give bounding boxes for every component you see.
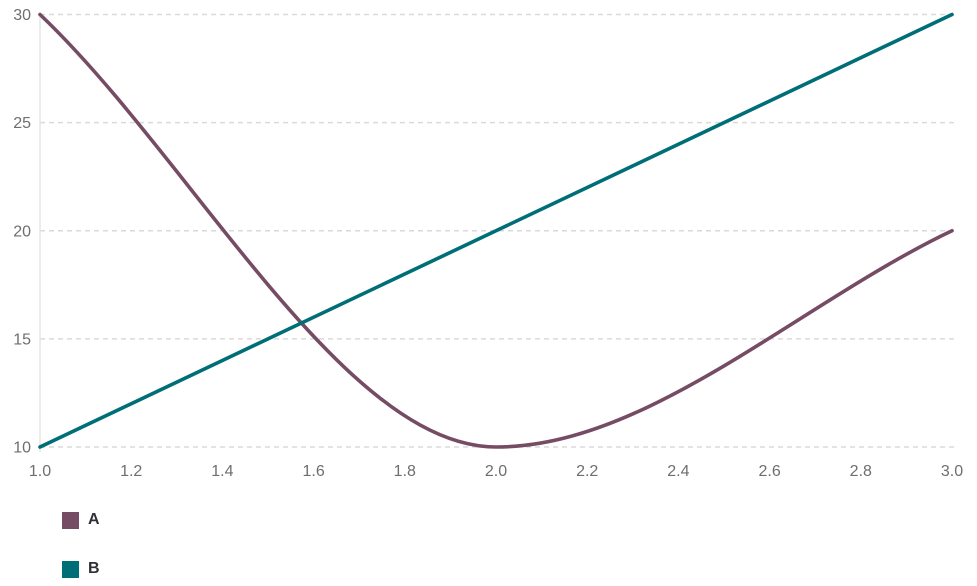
x-tick-label: 1.8 [394,463,416,480]
x-tick-label: 2.6 [758,463,780,480]
y-tick-label: 25 [13,115,31,132]
series-line-a [38,12,954,449]
x-tick-label: 2.8 [850,463,872,480]
legend-item-b[interactable]: B [62,560,100,578]
x-tick-label: 1.2 [120,463,142,480]
x-tick-label: 3.0 [941,463,963,480]
x-tick-label: 2.0 [485,463,507,480]
legend-swatch-a [62,511,79,529]
series-line-b [38,12,954,449]
legend-label-a: A [88,511,100,528]
y-tick-label: 20 [13,223,31,240]
legend-swatch-b [62,560,79,578]
legend-item-a[interactable]: A [62,511,100,529]
legend: A B [62,511,100,578]
y-tick-label: 15 [13,331,31,348]
y-tick-label: 30 [13,7,31,24]
y-tick-label: 10 [13,440,31,457]
x-tick-label: 2.2 [576,463,598,480]
x-tick-label: 1.0 [29,463,51,480]
x-tick-label: 2.4 [667,463,689,480]
x-tick-label: 1.6 [302,463,324,480]
legend-label-b: B [88,560,100,577]
x-tick-label: 1.4 [211,463,233,480]
